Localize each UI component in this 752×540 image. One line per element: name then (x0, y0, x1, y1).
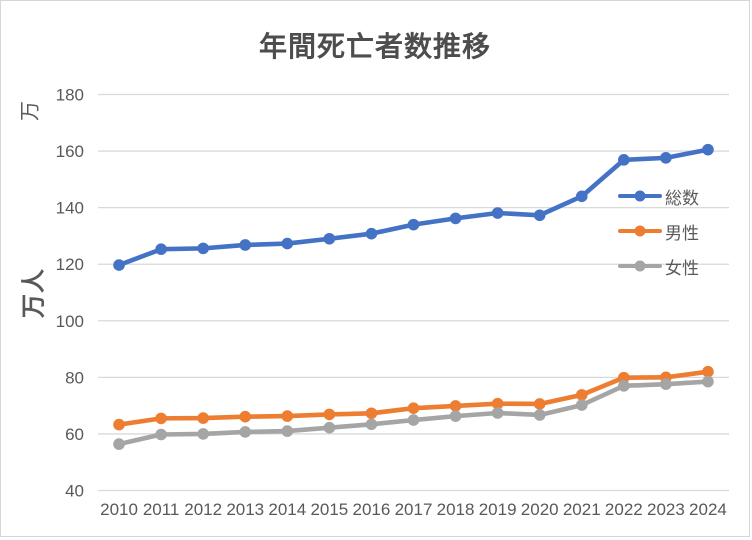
legend-label: 総数 (665, 188, 699, 208)
legend: 総数 男性 女性 (618, 184, 699, 278)
legend-line-swatch (618, 190, 662, 202)
series-marker-male-2018 (449, 400, 462, 412)
series-marker-female-2020 (533, 409, 546, 421)
y-tick-label-100: 100 (56, 312, 84, 331)
series-marker-male-2017 (407, 402, 420, 414)
x-tick-label-2015: 2015 (310, 500, 348, 519)
legend-label: 女性 (665, 258, 699, 278)
series-marker-female-2010 (113, 438, 125, 450)
series-marker-male-2011 (155, 412, 167, 425)
x-tick-label-2019: 2019 (479, 500, 517, 519)
x-axis-tick-labels: 2010 2011 2012 2013 2014 2015 2016 2017 2018 2019… (100, 500, 727, 519)
series-marker-female-2015 (323, 421, 336, 434)
series-marker-female-2014 (281, 425, 294, 437)
x-tick-label-2020: 2020 (521, 500, 559, 519)
legend-marker-icon (634, 190, 646, 202)
series-marker-female-2021 (575, 399, 588, 411)
series-marker-female-2011 (155, 428, 167, 441)
series-marker-male-2021 (575, 389, 588, 401)
series-marker-total-2024 (702, 143, 714, 156)
series-marker-female-2018 (449, 410, 462, 422)
series-marker-total-2013 (239, 239, 252, 251)
series-marker-male-2014 (281, 410, 294, 422)
series-marker-male-2013 (239, 410, 252, 423)
series-marker-female-2019 (491, 407, 504, 419)
y-tick-label-120: 120 (56, 255, 84, 274)
series-marker-total-2022 (618, 154, 630, 166)
legend-line-swatch (618, 225, 662, 237)
legend-item-female: 女性 (618, 254, 699, 278)
series-female (113, 375, 714, 450)
x-tick-label-2022: 2022 (605, 500, 643, 519)
series-marker-female-2022 (618, 380, 630, 392)
y-tick-label-140: 140 (56, 199, 84, 218)
x-tick-label-2014: 2014 (268, 500, 306, 519)
series-marker-female-2023 (660, 378, 672, 390)
series-marker-total-2012 (197, 242, 209, 255)
y-tick-label-60: 60 (65, 425, 84, 444)
legend-label: 男性 (665, 223, 699, 243)
series-marker-female-2024 (702, 375, 714, 388)
series-marker-total-2010 (113, 259, 125, 271)
series-marker-female-2013 (239, 426, 252, 438)
series-marker-total-2018 (449, 212, 462, 225)
y-tick-label-180: 180 (56, 86, 84, 105)
x-tick-label-2021: 2021 (563, 500, 601, 519)
y-tick-label-80: 80 (65, 368, 84, 387)
series-marker-total-2023 (660, 152, 672, 164)
series-marker-female-2017 (407, 414, 420, 426)
series-marker-male-2010 (113, 418, 125, 431)
series-marker-male-2024 (702, 365, 714, 378)
x-tick-label-2012: 2012 (184, 500, 222, 519)
legend-marker-icon (634, 260, 646, 272)
series-marker-total-2011 (155, 243, 167, 256)
series-marker-male-2020 (533, 398, 546, 410)
legend-marker-icon (634, 225, 646, 237)
y-axis-display-unit-label: 万 (19, 101, 42, 121)
series-marker-female-2016 (365, 418, 378, 431)
series-male (113, 365, 714, 431)
series-marker-total-2019 (491, 207, 504, 219)
series-marker-male-2012 (197, 412, 209, 424)
x-tick-label-2024: 2024 (689, 500, 727, 519)
legend-item-total: 総数 (618, 184, 699, 208)
gridlines (98, 93, 729, 492)
y-tick-label-40: 40 (65, 482, 84, 501)
x-tick-label-2010: 2010 (100, 500, 138, 519)
series-marker-male-2015 (323, 408, 336, 421)
y-axis-tick-labels: 180 160 140 120 100 80 60 40 (56, 86, 84, 501)
series-marker-total-2014 (281, 237, 294, 250)
x-tick-label-2013: 2013 (226, 500, 264, 519)
series-marker-male-2016 (365, 407, 378, 420)
x-tick-label-2016: 2016 (353, 500, 391, 519)
y-tick-label-160: 160 (56, 142, 84, 161)
legend-item-male: 男性 (618, 219, 699, 243)
series-marker-total-2017 (407, 218, 420, 231)
chart-title: 年間死亡者数推移 (258, 31, 491, 62)
series-marker-total-2020 (533, 209, 546, 222)
x-tick-label-2011: 2011 (143, 500, 180, 519)
series-marker-total-2015 (323, 232, 336, 245)
series-marker-male-2022 (618, 371, 630, 384)
series-marker-male-2019 (491, 397, 504, 410)
x-tick-label-2023: 2023 (647, 500, 685, 519)
series-marker-total-2021 (575, 190, 588, 203)
series-total (113, 143, 714, 271)
y-axis-title: 万人 (20, 268, 48, 318)
series-marker-female-2012 (197, 428, 209, 440)
series-marker-total-2016 (365, 227, 378, 240)
legend-line-swatch (618, 260, 662, 272)
x-tick-label-2018: 2018 (437, 500, 475, 519)
x-tick-label-2017: 2017 (395, 500, 433, 519)
